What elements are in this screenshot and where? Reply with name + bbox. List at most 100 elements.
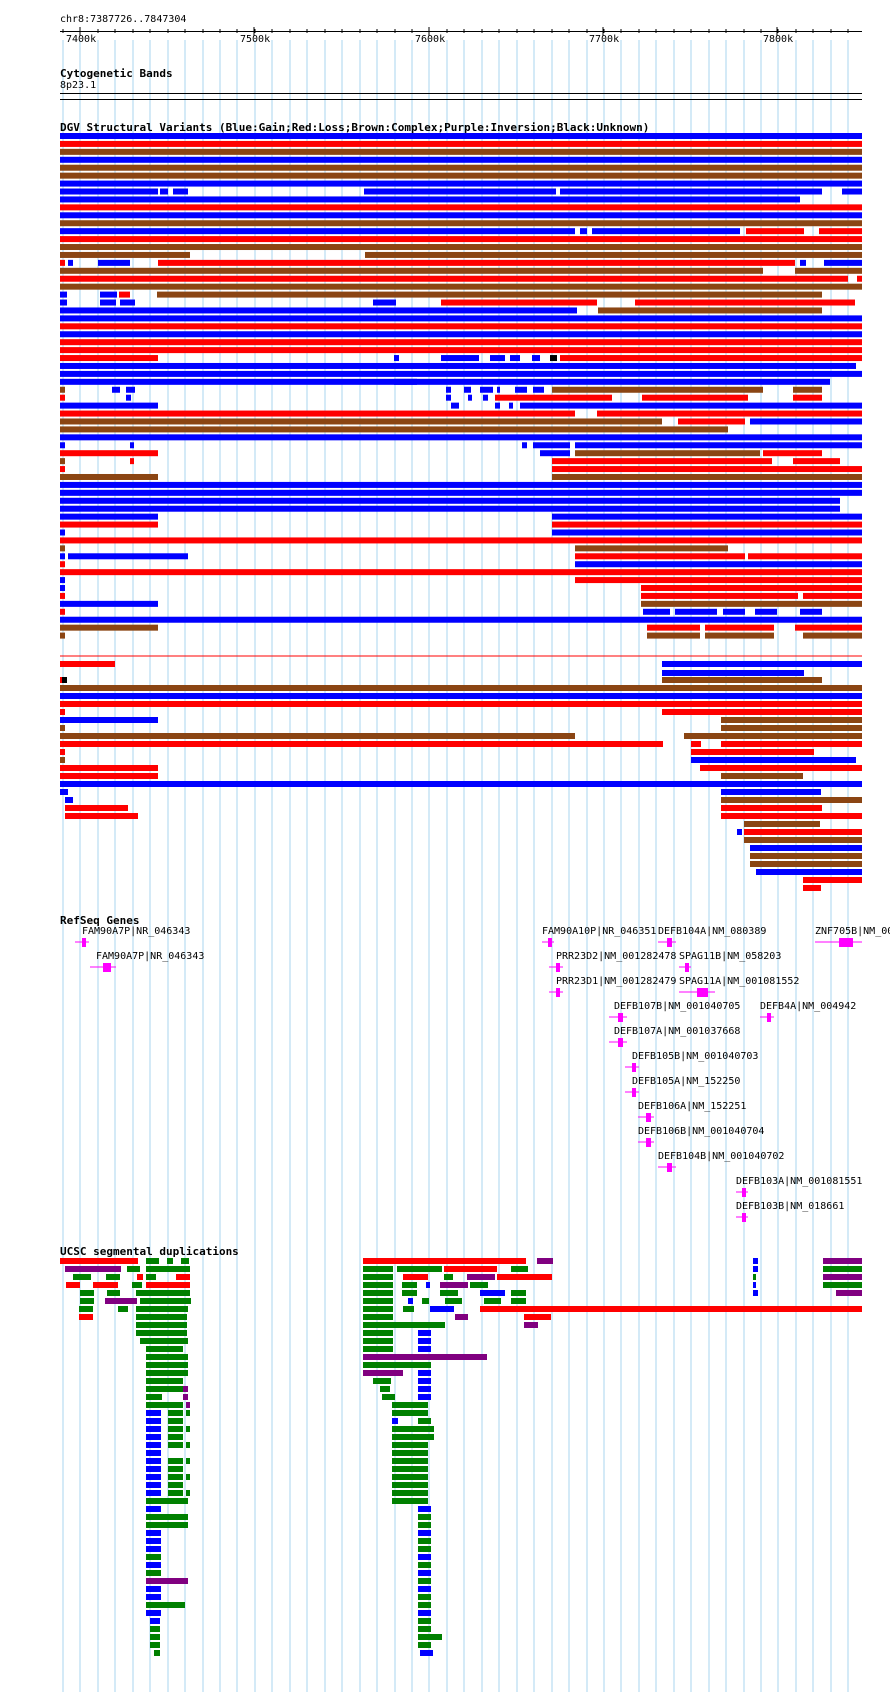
segdup-feature[interactable] (392, 1442, 428, 1448)
segdup-feature[interactable] (146, 1394, 162, 1400)
dgv-variant-feature[interactable] (744, 829, 862, 835)
segdup-feature[interactable] (418, 1618, 431, 1624)
dgv-variant-feature[interactable] (575, 450, 760, 457)
segdup-feature[interactable] (118, 1306, 128, 1312)
segdup-feature[interactable] (146, 1362, 188, 1368)
segdup-feature[interactable] (146, 1258, 159, 1264)
dgv-variant-feature[interactable] (68, 553, 188, 560)
gene-exon-feature[interactable] (697, 988, 708, 997)
segdup-feature[interactable] (80, 1290, 94, 1296)
dgv-variant-feature[interactable] (60, 212, 862, 219)
segdup-feature[interactable] (418, 1570, 431, 1576)
dgv-variant-feature[interactable] (497, 386, 500, 393)
dgv-variant-feature[interactable] (750, 861, 862, 867)
dgv-variant-feature[interactable] (60, 164, 862, 171)
dgv-variant-feature[interactable] (662, 670, 804, 676)
segdup-feature[interactable] (146, 1450, 161, 1456)
segdup-feature[interactable] (445, 1298, 462, 1304)
segdup-feature[interactable] (168, 1474, 183, 1480)
segdup-feature[interactable] (93, 1282, 118, 1288)
segdup-feature[interactable] (146, 1498, 188, 1504)
segdup-feature[interactable] (146, 1586, 161, 1592)
dgv-variant-feature[interactable] (575, 553, 745, 560)
dgv-variant-feature[interactable] (597, 410, 862, 417)
dgv-variant-feature[interactable] (515, 386, 527, 393)
gene-label[interactable]: DEFB106B|NM_001040704 (638, 1126, 765, 1137)
gene-exon-feature[interactable] (839, 938, 853, 947)
dgv-variant-feature[interactable] (60, 632, 65, 639)
dgv-variant-feature[interactable] (750, 845, 862, 851)
dgv-variant-feature[interactable] (65, 813, 138, 819)
segdup-feature[interactable] (105, 1298, 137, 1304)
segdup-feature[interactable] (823, 1258, 862, 1264)
segdup-feature[interactable] (150, 1642, 160, 1648)
dgv-variant-feature[interactable] (446, 394, 451, 401)
dgv-variant-feature[interactable] (575, 577, 862, 584)
dgv-variant-feature[interactable] (60, 275, 848, 282)
segdup-feature[interactable] (186, 1490, 190, 1496)
segdup-feature[interactable] (511, 1290, 526, 1296)
dgv-variant-feature[interactable] (126, 394, 131, 401)
segdup-feature[interactable] (418, 1546, 431, 1552)
dgv-variant-feature[interactable] (575, 545, 728, 552)
dgv-variant-feature[interactable] (60, 577, 65, 584)
dgv-variant-feature[interactable] (60, 362, 856, 369)
dgv-variant-feature[interactable] (60, 537, 862, 544)
dgv-variant-feature[interactable] (560, 355, 862, 362)
segdup-feature[interactable] (146, 1282, 190, 1288)
dgv-variant-feature[interactable] (750, 853, 862, 859)
gene-label[interactable]: DEFB107A|NM_001037668 (614, 1026, 741, 1037)
dgv-variant-feature[interactable] (721, 805, 822, 811)
dgv-variant-feature[interactable] (800, 259, 806, 266)
segdup-feature[interactable] (480, 1290, 505, 1296)
dgv-variant-feature[interactable] (60, 355, 158, 362)
segdup-feature[interactable] (132, 1282, 142, 1288)
dgv-variant-feature[interactable] (60, 741, 663, 747)
segdup-feature[interactable] (418, 1514, 431, 1520)
dgv-variant-feature[interactable] (635, 299, 855, 306)
dgv-variant-feature[interactable] (394, 378, 417, 385)
dgv-variant-feature[interactable] (662, 709, 862, 715)
segdup-feature[interactable] (418, 1634, 442, 1640)
dgv-variant-feature[interactable] (857, 275, 862, 282)
segdup-feature[interactable] (403, 1274, 428, 1280)
dgv-variant-feature[interactable] (60, 180, 862, 187)
segdup-feature[interactable] (168, 1442, 183, 1448)
dgv-variant-feature[interactable] (803, 592, 862, 599)
gene-exon-feature[interactable] (548, 938, 552, 947)
dgv-variant-feature[interactable] (662, 661, 862, 667)
segdup-feature[interactable] (753, 1274, 756, 1280)
segdup-feature[interactable] (392, 1426, 434, 1432)
segdup-feature[interactable] (455, 1314, 468, 1320)
dgv-variant-feature[interactable] (60, 386, 65, 393)
segdup-feature[interactable] (480, 1306, 862, 1312)
dgv-variant-feature[interactable] (60, 156, 862, 163)
dgv-variant-feature[interactable] (842, 188, 862, 195)
dgv-variant-feature[interactable] (647, 624, 700, 631)
dgv-variant-feature[interactable] (60, 140, 862, 147)
dgv-variant-feature[interactable] (691, 741, 701, 747)
dgv-variant-feature[interactable] (60, 592, 65, 599)
segdup-feature[interactable] (140, 1298, 191, 1304)
dgv-variant-feature[interactable] (520, 402, 862, 409)
segdup-feature[interactable] (168, 1426, 183, 1432)
segdup-feature[interactable] (418, 1346, 431, 1352)
dgv-variant-feature[interactable] (737, 829, 742, 835)
gene-exon-feature[interactable] (685, 963, 689, 972)
dgv-variant-feature[interactable] (441, 355, 479, 362)
segdup-feature[interactable] (106, 1274, 120, 1280)
dgv-variant-feature[interactable] (748, 553, 862, 560)
segdup-feature[interactable] (146, 1594, 161, 1600)
dgv-variant-feature[interactable] (112, 386, 120, 393)
segdup-feature[interactable] (392, 1498, 428, 1504)
segdup-feature[interactable] (418, 1610, 431, 1616)
dgv-variant-feature[interactable] (60, 442, 65, 449)
segdup-feature[interactable] (753, 1266, 758, 1272)
dgv-variant-feature[interactable] (60, 283, 862, 290)
gene-label[interactable]: DEFB103B|NM_018661 (736, 1201, 845, 1212)
dgv-variant-feature[interactable] (580, 228, 587, 235)
dgv-variant-feature[interactable] (120, 299, 135, 306)
segdup-feature[interactable] (168, 1410, 183, 1416)
segdup-feature[interactable] (146, 1410, 161, 1416)
segdup-feature[interactable] (444, 1274, 453, 1280)
